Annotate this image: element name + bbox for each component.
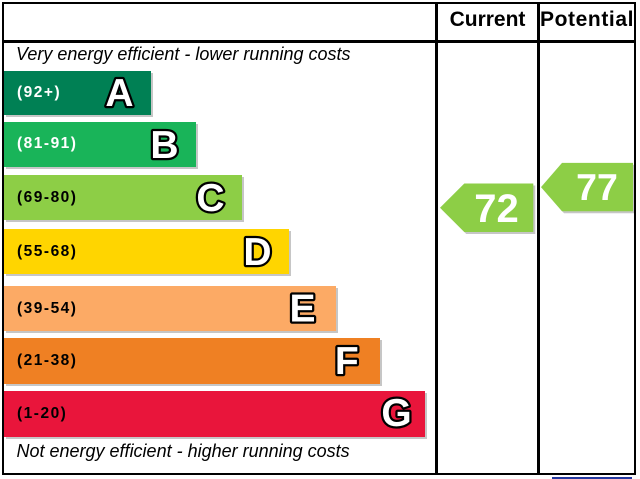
svg-text:F: F <box>335 340 359 383</box>
svg-text:72: 72 <box>474 187 519 231</box>
svg-text:G: G <box>381 392 411 435</box>
svg-text:C: C <box>196 177 224 220</box>
svg-text:A: A <box>105 72 133 115</box>
svg-text:B: B <box>150 124 178 167</box>
svg-text:E: E <box>289 288 315 331</box>
svg-text:77: 77 <box>576 166 618 208</box>
svg-text:D: D <box>243 231 271 274</box>
